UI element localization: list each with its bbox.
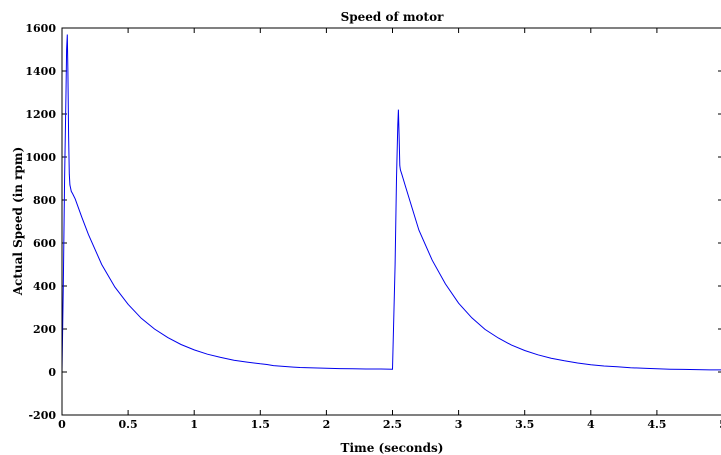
y-tick-label: 1600 <box>25 22 56 35</box>
x-tick-label: 2 <box>323 418 331 431</box>
x-tick-label: 0 <box>58 418 66 431</box>
y-tick-label: 200 <box>33 323 56 336</box>
x-tick-label: 5 <box>719 418 721 431</box>
y-tick-label: 0 <box>48 366 56 379</box>
y-axis-label: Actual Speed (in rpm) <box>11 147 25 297</box>
x-tick-label: 1 <box>190 418 198 431</box>
x-axis-label: Time (seconds) <box>341 441 444 455</box>
x-tick-label: 4.5 <box>647 418 666 431</box>
y-tick-label: 1000 <box>25 151 56 164</box>
x-tick-label: 3.5 <box>515 418 534 431</box>
plot-background <box>62 28 721 415</box>
y-tick-label: 600 <box>33 237 56 250</box>
y-tick-label: 800 <box>33 194 56 207</box>
x-tick-label: 1.5 <box>251 418 270 431</box>
y-tick-label: 400 <box>33 280 56 293</box>
x-tick-label: 2.5 <box>383 418 402 431</box>
x-tick-label: 0.5 <box>119 418 138 431</box>
y-tick-label: 1200 <box>25 108 56 121</box>
ticks-layer: 00.511.522.533.544.55-200020040060080010… <box>25 22 721 431</box>
y-tick-label: 1400 <box>25 65 56 78</box>
x-tick-label: 4 <box>587 418 595 431</box>
chart-title: Speed of motor <box>341 10 444 24</box>
y-tick-label: -200 <box>28 409 56 422</box>
plot-frame <box>61 27 721 416</box>
speed-series-line <box>61 34 721 373</box>
x-tick-label: 3 <box>455 418 463 431</box>
